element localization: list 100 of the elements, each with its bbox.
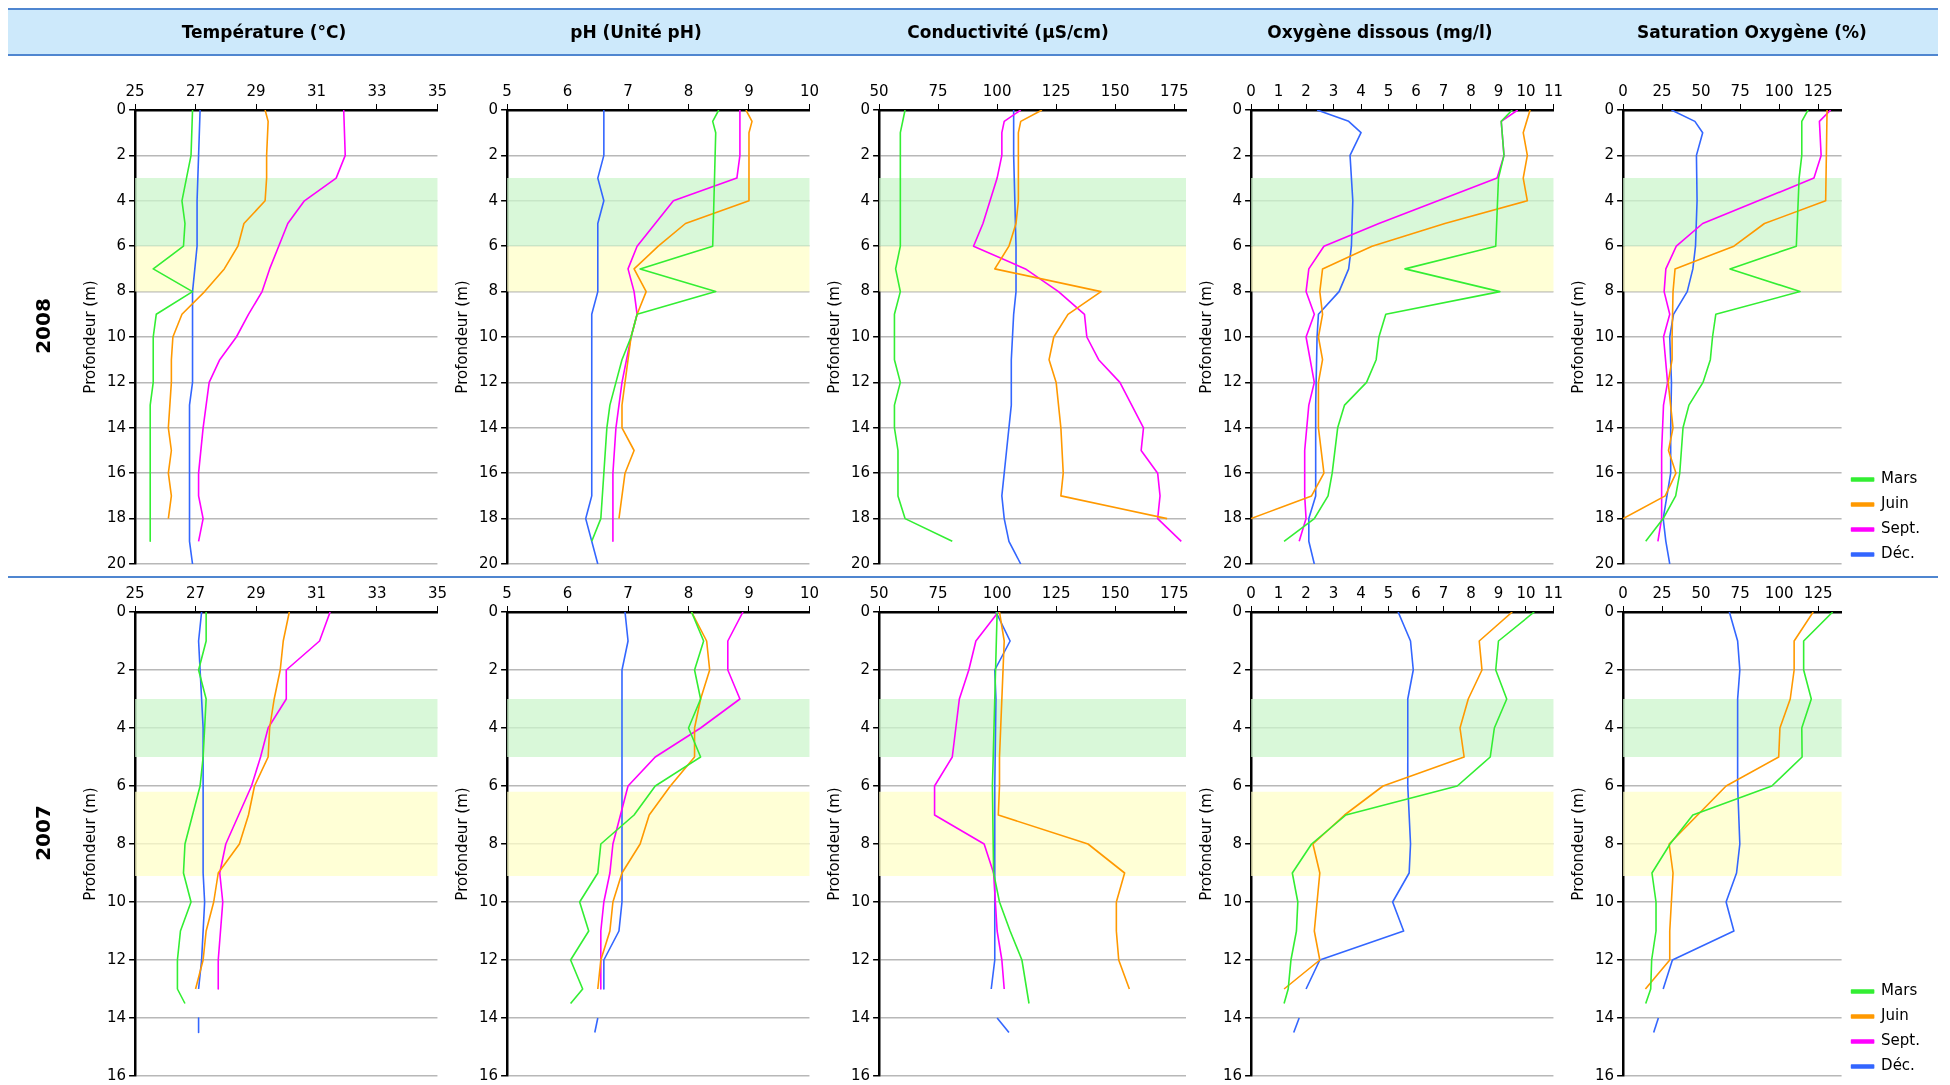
text: 2007 [30,805,55,861]
x-tick-label: 100 [1764,81,1794,100]
x-tick-label: 0 [1246,583,1256,602]
y-tick-label: 10 [850,326,871,345]
y-tick-label: 12 [1594,949,1615,968]
x-tick-label: 4 [1356,81,1366,100]
y-tick-label: 18 [478,508,499,527]
x-tick-label: 50 [869,583,889,602]
y-tick-label: 6 [860,236,871,255]
y-axis-title: Profondeur (m) [452,787,471,901]
x-tick-label: 7 [623,81,633,100]
y-tick-label: 14 [1222,417,1243,436]
y-tick-label: 14 [1594,1007,1615,1026]
x-tick-label: 11 [1543,81,1563,100]
y-tick-label: 18 [850,508,871,527]
x-tick-label: 100 [982,583,1012,602]
y-tick-label: 10 [478,891,499,910]
x-tick-label: 0 [1618,583,1628,602]
x-tick-label: 4 [1356,583,1366,602]
y-tick-label: 12 [850,372,871,391]
y-tick-label: 20 [478,553,499,572]
x-tick-label: 5 [502,583,512,602]
x-tick-label: 5 [1383,81,1394,100]
x-tick-label: 6 [1411,583,1421,602]
x-tick-label: 25 [125,583,145,602]
y-tick-label: 12 [1222,949,1243,968]
x-tick-label: 50 [869,81,889,100]
x-tick-label: 125 [1803,583,1833,602]
legend-label: Sept. [1881,519,1920,538]
y-tick-label: 6 [1232,236,1243,255]
x-tick-label: 9 [1493,583,1504,602]
chart-title: Oxygène dissous (mg/l) [1194,10,1566,54]
legend-label: Juin [1880,494,1909,513]
x-tick-label: 7 [1438,81,1449,100]
y-tick-label: 0 [1232,601,1243,620]
x-tick-label: 10 [799,583,819,602]
x-tick-label: 8 [1466,81,1476,100]
y-tick-label: 2 [116,659,127,678]
y-tick-label: 14 [1594,417,1615,436]
x-tick-label: 150 [1100,81,1130,100]
y-tick-label: 4 [116,190,127,209]
legend-label: Mars [1881,469,1918,488]
y-tick-label: 10 [850,891,871,910]
x-tick-label: 6 [1411,81,1421,100]
x-tick-label: 9 [744,81,754,100]
legend-label: Déc. [1881,544,1915,563]
y-tick-label: 14 [106,417,127,436]
y-tick-label: 12 [1222,372,1243,391]
y-tick-label: 4 [488,717,499,736]
x-tick-label: 25 [1652,583,1672,602]
y-tick-label: 0 [488,601,499,620]
y-tick-label: 8 [116,833,127,852]
y-tick-label: 2 [860,145,871,164]
y-tick-label: 8 [860,833,871,852]
y-axis-title: Profondeur (m) [452,280,471,394]
x-tick-label: 27 [186,583,206,602]
x-tick-label: 125 [1041,81,1071,100]
x-tick-label: 29 [246,81,266,100]
y-tick-label: 20 [1594,553,1615,572]
x-tick-label: 1 [1273,81,1284,100]
x-tick-label: 35 [427,583,447,602]
x-tick-label: 8 [683,583,694,602]
y-tick-label: 12 [478,372,499,391]
y-tick-label: 14 [1222,1007,1243,1026]
y-tick-label: 12 [850,949,871,968]
y-tick-label: 4 [1232,717,1243,736]
y-tick-label: 8 [116,281,127,300]
x-tick-label: 5 [1383,583,1394,602]
x-tick-label: 2 [1301,583,1311,602]
y-tick-label: 16 [106,463,127,482]
y-tick-label: 20 [850,553,871,572]
x-tick-label: 1 [1273,583,1284,602]
y-tick-label: 12 [478,949,499,968]
x-tick-label: 11 [1543,583,1563,602]
x-tick-label: 0 [1618,81,1628,100]
y-tick-label: 8 [1604,833,1615,852]
x-tick-label: 3 [1328,583,1339,602]
y-tick-label: 6 [116,236,127,255]
y-tick-label: 8 [488,281,499,300]
y-tick-label: 16 [850,463,871,482]
y-tick-label: 2 [1232,659,1243,678]
y-tick-label: 14 [850,1007,871,1026]
y-tick-label: 2 [1604,145,1615,164]
y-tick-label: 16 [478,1065,499,1084]
x-tick-label: 6 [562,81,573,100]
x-tick-label: 5 [502,81,512,100]
y-tick-label: 4 [860,190,871,209]
legend-label: Juin [1880,1006,1909,1025]
x-tick-label: 29 [246,583,266,602]
y-tick-label: 20 [1222,553,1243,572]
x-tick-label: 35 [427,81,447,100]
y-tick-label: 2 [1232,145,1243,164]
y-tick-label: 0 [1232,99,1243,118]
x-tick-label: 0 [1246,81,1256,100]
y-tick-label: 2 [488,659,499,678]
legend-label: Déc. [1881,1056,1915,1075]
chart-title: Saturation Oxygène (%) [1566,10,1938,54]
y-axis-title: Profondeur (m) [80,787,99,901]
y-tick-label: 2 [1604,659,1615,678]
y-tick-label: 6 [488,236,499,255]
